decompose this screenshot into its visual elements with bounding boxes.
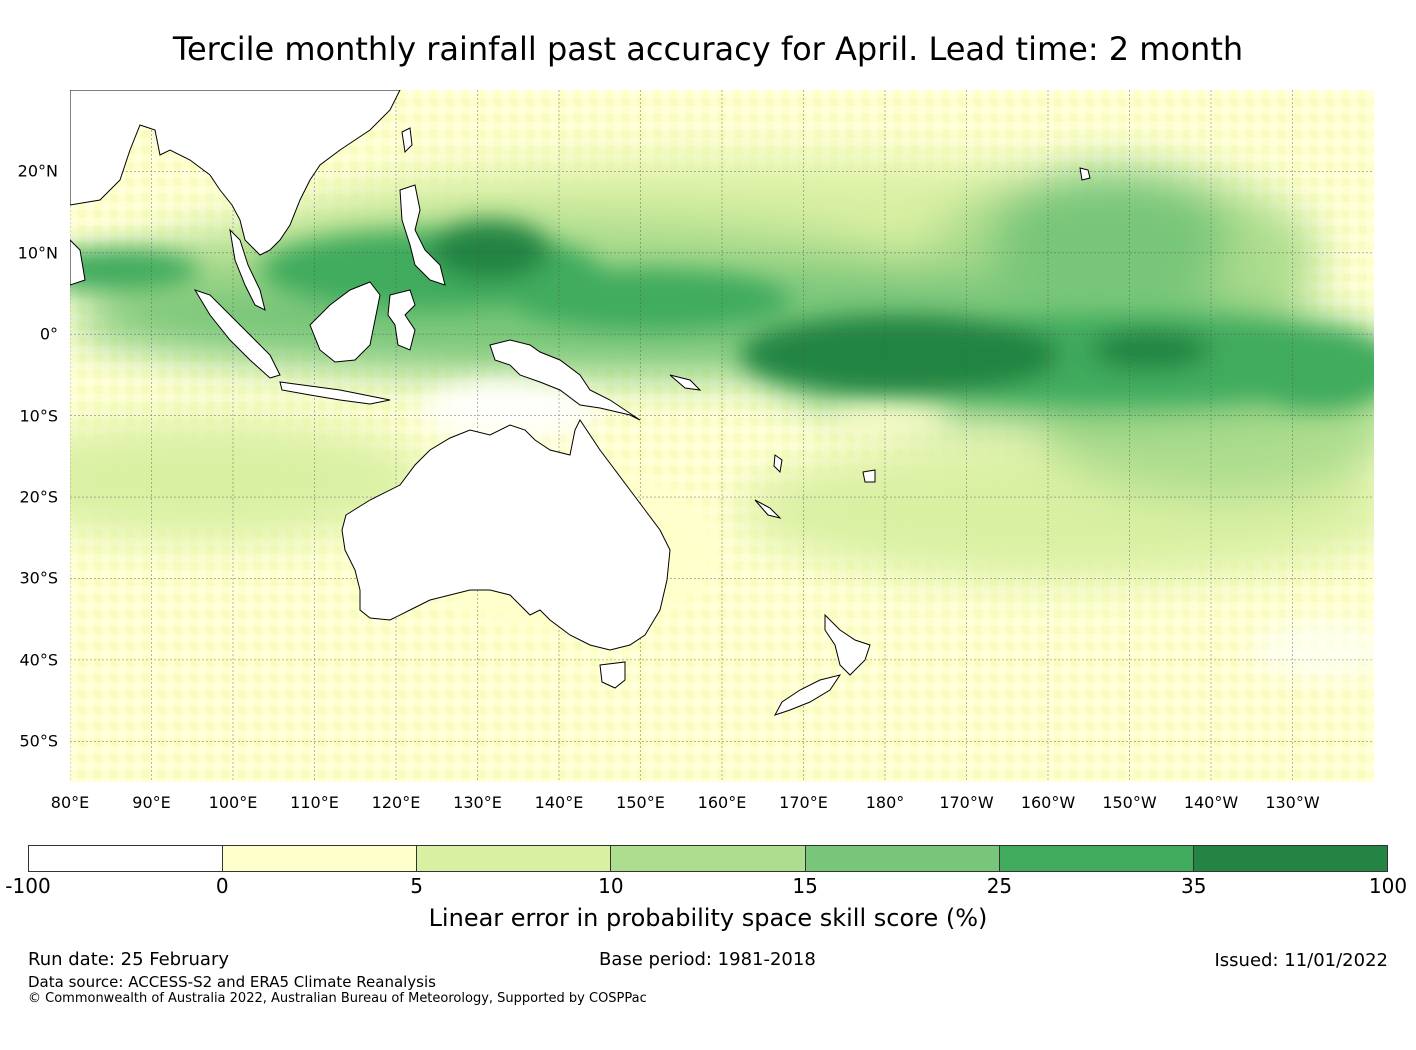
colorbar xyxy=(28,845,1388,872)
longitude-label: 100°E xyxy=(208,793,258,812)
latitude-label: 40°S xyxy=(19,650,58,670)
sumatra xyxy=(193,289,281,379)
longitude-label: 110°E xyxy=(290,793,339,812)
longitude-label: 140°W xyxy=(1183,793,1239,812)
longitude-label: 130°W xyxy=(1265,793,1320,812)
new-zealand-north xyxy=(824,613,871,676)
colorbar-segment xyxy=(611,846,806,871)
hawaii xyxy=(1079,167,1091,181)
latitude-label: 30°S xyxy=(19,568,58,588)
colorbar-segment xyxy=(29,846,224,871)
longitude-label: 140°E xyxy=(534,793,584,812)
colorbar-tick-label: -100 xyxy=(5,874,51,898)
latitude-label: 50°S xyxy=(19,731,58,751)
solomon-islands xyxy=(669,374,702,391)
colorbar-tick-label: 10 xyxy=(598,874,624,898)
latitude-label: 20°S xyxy=(19,487,58,507)
longitude-label: 90°E xyxy=(132,793,171,812)
coastlines xyxy=(70,90,1091,716)
latitude-label: 20°N xyxy=(17,161,58,181)
colorbar-tick-label: 35 xyxy=(1180,874,1207,898)
colorbar-tick-label: 100 xyxy=(1368,874,1408,898)
longitude-label: 130°E xyxy=(453,793,502,812)
australia-landmass xyxy=(341,419,671,651)
longitude-label: 160°W xyxy=(1020,793,1076,812)
colorbar-segment xyxy=(805,846,1000,871)
asia-mainland xyxy=(70,90,401,256)
data-source: Data source: ACCESS-S2 and ERA5 Climate … xyxy=(28,973,436,991)
latitude-label: 10°N xyxy=(17,243,58,263)
colorbar-segment xyxy=(1193,846,1387,871)
colorbar-tick-label: 5 xyxy=(410,874,423,898)
colorbar-tick-label: 15 xyxy=(792,874,818,898)
skill-score-map xyxy=(70,90,1374,782)
borneo xyxy=(309,281,381,363)
issued-date: Issued: 11/01/2022 xyxy=(1214,950,1388,971)
longitude-label: 170°W xyxy=(939,793,994,812)
longitude-label: 150°E xyxy=(616,793,665,812)
latitude-label: 0° xyxy=(39,324,58,344)
malay-peninsula xyxy=(229,228,266,311)
india-tip xyxy=(70,239,86,286)
colorbar-segment xyxy=(999,846,1194,871)
tasmania xyxy=(599,661,626,689)
longitude-label: 160°E xyxy=(697,793,747,812)
vanuatu xyxy=(773,454,783,474)
java xyxy=(279,381,391,405)
longitude-label: 120°E xyxy=(371,793,421,812)
colorbar-segment xyxy=(417,846,612,871)
colorbar-tick-label: 25 xyxy=(986,874,1013,898)
new-caledonia xyxy=(754,499,782,519)
longitude-label: 180° xyxy=(865,793,905,812)
colorbar-tick-label: 0 xyxy=(215,874,229,898)
base-period: Base period: 1981-2018 xyxy=(599,949,816,970)
philippines xyxy=(399,184,446,286)
copyright-notice: © Commonwealth of Australia 2022, Austra… xyxy=(28,991,647,1006)
colorbar-label: Linear error in probability space skill … xyxy=(428,904,988,932)
latitude-label: 10°S xyxy=(19,406,58,426)
longitude-label: 150°W xyxy=(1102,793,1157,812)
fiji xyxy=(862,469,876,483)
new-zealand-south xyxy=(773,674,842,716)
colorbar-segment xyxy=(223,846,418,871)
new-guinea xyxy=(489,339,641,421)
longitude-label: 80°E xyxy=(50,793,90,812)
map-title: Tercile monthly rainfall past accuracy f… xyxy=(172,30,1244,68)
longitude-label: 170°E xyxy=(779,793,828,812)
taiwan xyxy=(401,127,413,154)
sulawesi xyxy=(387,289,416,351)
run-date: Run date: 25 February xyxy=(28,949,229,970)
